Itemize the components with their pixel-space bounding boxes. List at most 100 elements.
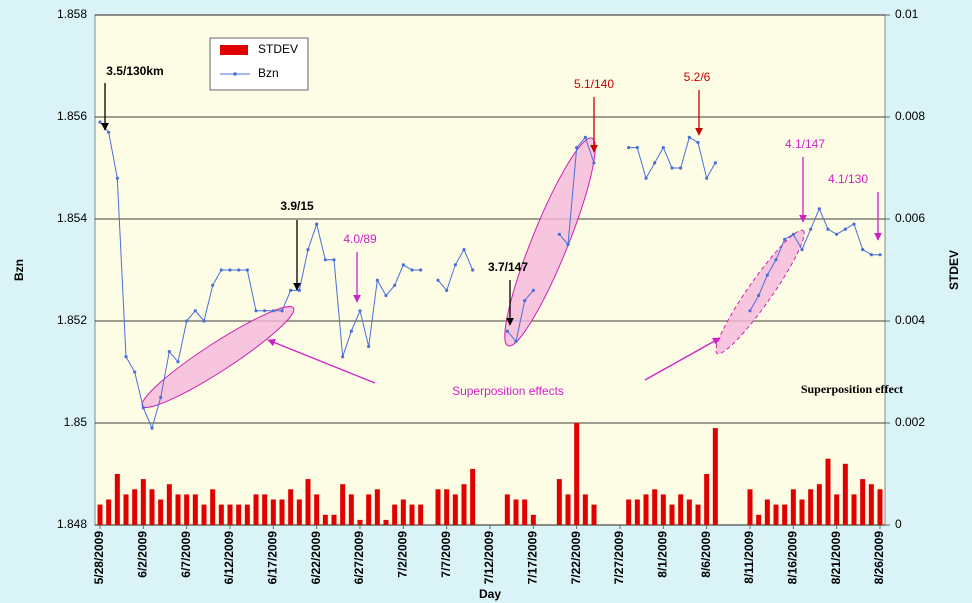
point (861, 248, 865, 252)
point (185, 319, 189, 323)
point (826, 227, 830, 231)
bar (470, 468, 476, 525)
point (315, 222, 319, 226)
bar (123, 494, 129, 525)
point (202, 319, 206, 323)
annotation: Superposition effect (801, 382, 903, 396)
point (505, 329, 509, 333)
bar (652, 489, 658, 525)
point (661, 146, 665, 150)
annotation-arrow (644, 337, 721, 381)
bar (669, 504, 675, 525)
point (757, 293, 761, 298)
point (436, 278, 440, 282)
annotation: 3.9/15 (280, 199, 314, 213)
bar (418, 504, 424, 525)
point (228, 268, 232, 272)
bar (747, 489, 753, 525)
point (384, 293, 388, 298)
point (167, 350, 171, 354)
legend-swatch (233, 72, 237, 76)
bar (513, 499, 519, 525)
y2-tick-label: 0.002 (895, 415, 925, 429)
bar (322, 514, 328, 525)
bar (270, 499, 276, 525)
annotation: 4.1/147 (785, 137, 825, 151)
bar (643, 494, 649, 525)
bar (461, 484, 467, 525)
bar (106, 499, 112, 525)
point (696, 140, 700, 145)
bar (860, 479, 866, 525)
x-tick-label: 7/22/2009 (569, 531, 583, 585)
bar (660, 494, 666, 525)
bar (314, 494, 320, 525)
point (653, 161, 657, 165)
point (150, 426, 154, 430)
x-tick-label: 7/27/2009 (612, 531, 626, 585)
y2-tick-label: 0.01 (895, 7, 919, 21)
point (254, 309, 258, 313)
y2-tick-label: 0 (895, 517, 902, 531)
bar (149, 489, 155, 525)
y2-axis-label: STDEV (947, 250, 961, 290)
bar (340, 484, 346, 525)
bar (374, 489, 380, 525)
bar (825, 458, 831, 525)
annotation: 4.1/130 (828, 172, 868, 186)
annotation: 5.1/140 (574, 77, 614, 91)
point (375, 278, 379, 282)
bar (790, 489, 796, 525)
bar (695, 504, 701, 525)
annotation: 5.2/6 (684, 70, 711, 84)
point (765, 273, 769, 277)
bar (808, 489, 814, 525)
y-axis-label: Bzn (12, 259, 26, 281)
x-tick-label: 6/2/2009 (136, 531, 150, 578)
point (523, 299, 527, 303)
point (211, 283, 215, 287)
bar (634, 499, 640, 525)
bar (877, 489, 883, 525)
point (705, 176, 709, 180)
annotation: 3.5/130km (106, 64, 163, 78)
bar (565, 494, 571, 525)
point (878, 253, 882, 257)
annotation: 3.7/147 (488, 260, 528, 274)
bar (140, 479, 146, 525)
bar (773, 504, 779, 525)
legend-label: STDEV (258, 42, 298, 56)
bar (357, 519, 363, 525)
point (566, 242, 570, 247)
bar (366, 494, 372, 525)
y-tick-label: 1.856 (57, 109, 87, 123)
point (263, 309, 267, 313)
point (514, 339, 518, 343)
bar (132, 489, 138, 525)
bar (210, 489, 216, 525)
x-tick-label: 8/16/2009 (786, 531, 800, 585)
bar (400, 499, 406, 525)
bar (262, 494, 268, 525)
point (869, 253, 873, 257)
point (774, 258, 778, 262)
x-tick-label: 6/22/2009 (309, 531, 323, 585)
bar (704, 474, 710, 525)
point (237, 268, 241, 272)
bar (851, 494, 857, 525)
x-tick-label: 6/7/2009 (179, 531, 193, 578)
bar (166, 484, 172, 525)
point (679, 166, 683, 170)
bar (201, 504, 207, 525)
bar (114, 474, 120, 525)
point (306, 248, 310, 252)
x-tick-label: 7/17/2009 (526, 531, 540, 585)
x-tick-label: 6/12/2009 (222, 531, 236, 585)
x-tick-label: 8/6/2009 (699, 531, 713, 578)
point (670, 166, 674, 170)
point (271, 309, 275, 313)
bar (686, 499, 692, 525)
point (713, 161, 717, 165)
bar (236, 504, 242, 525)
